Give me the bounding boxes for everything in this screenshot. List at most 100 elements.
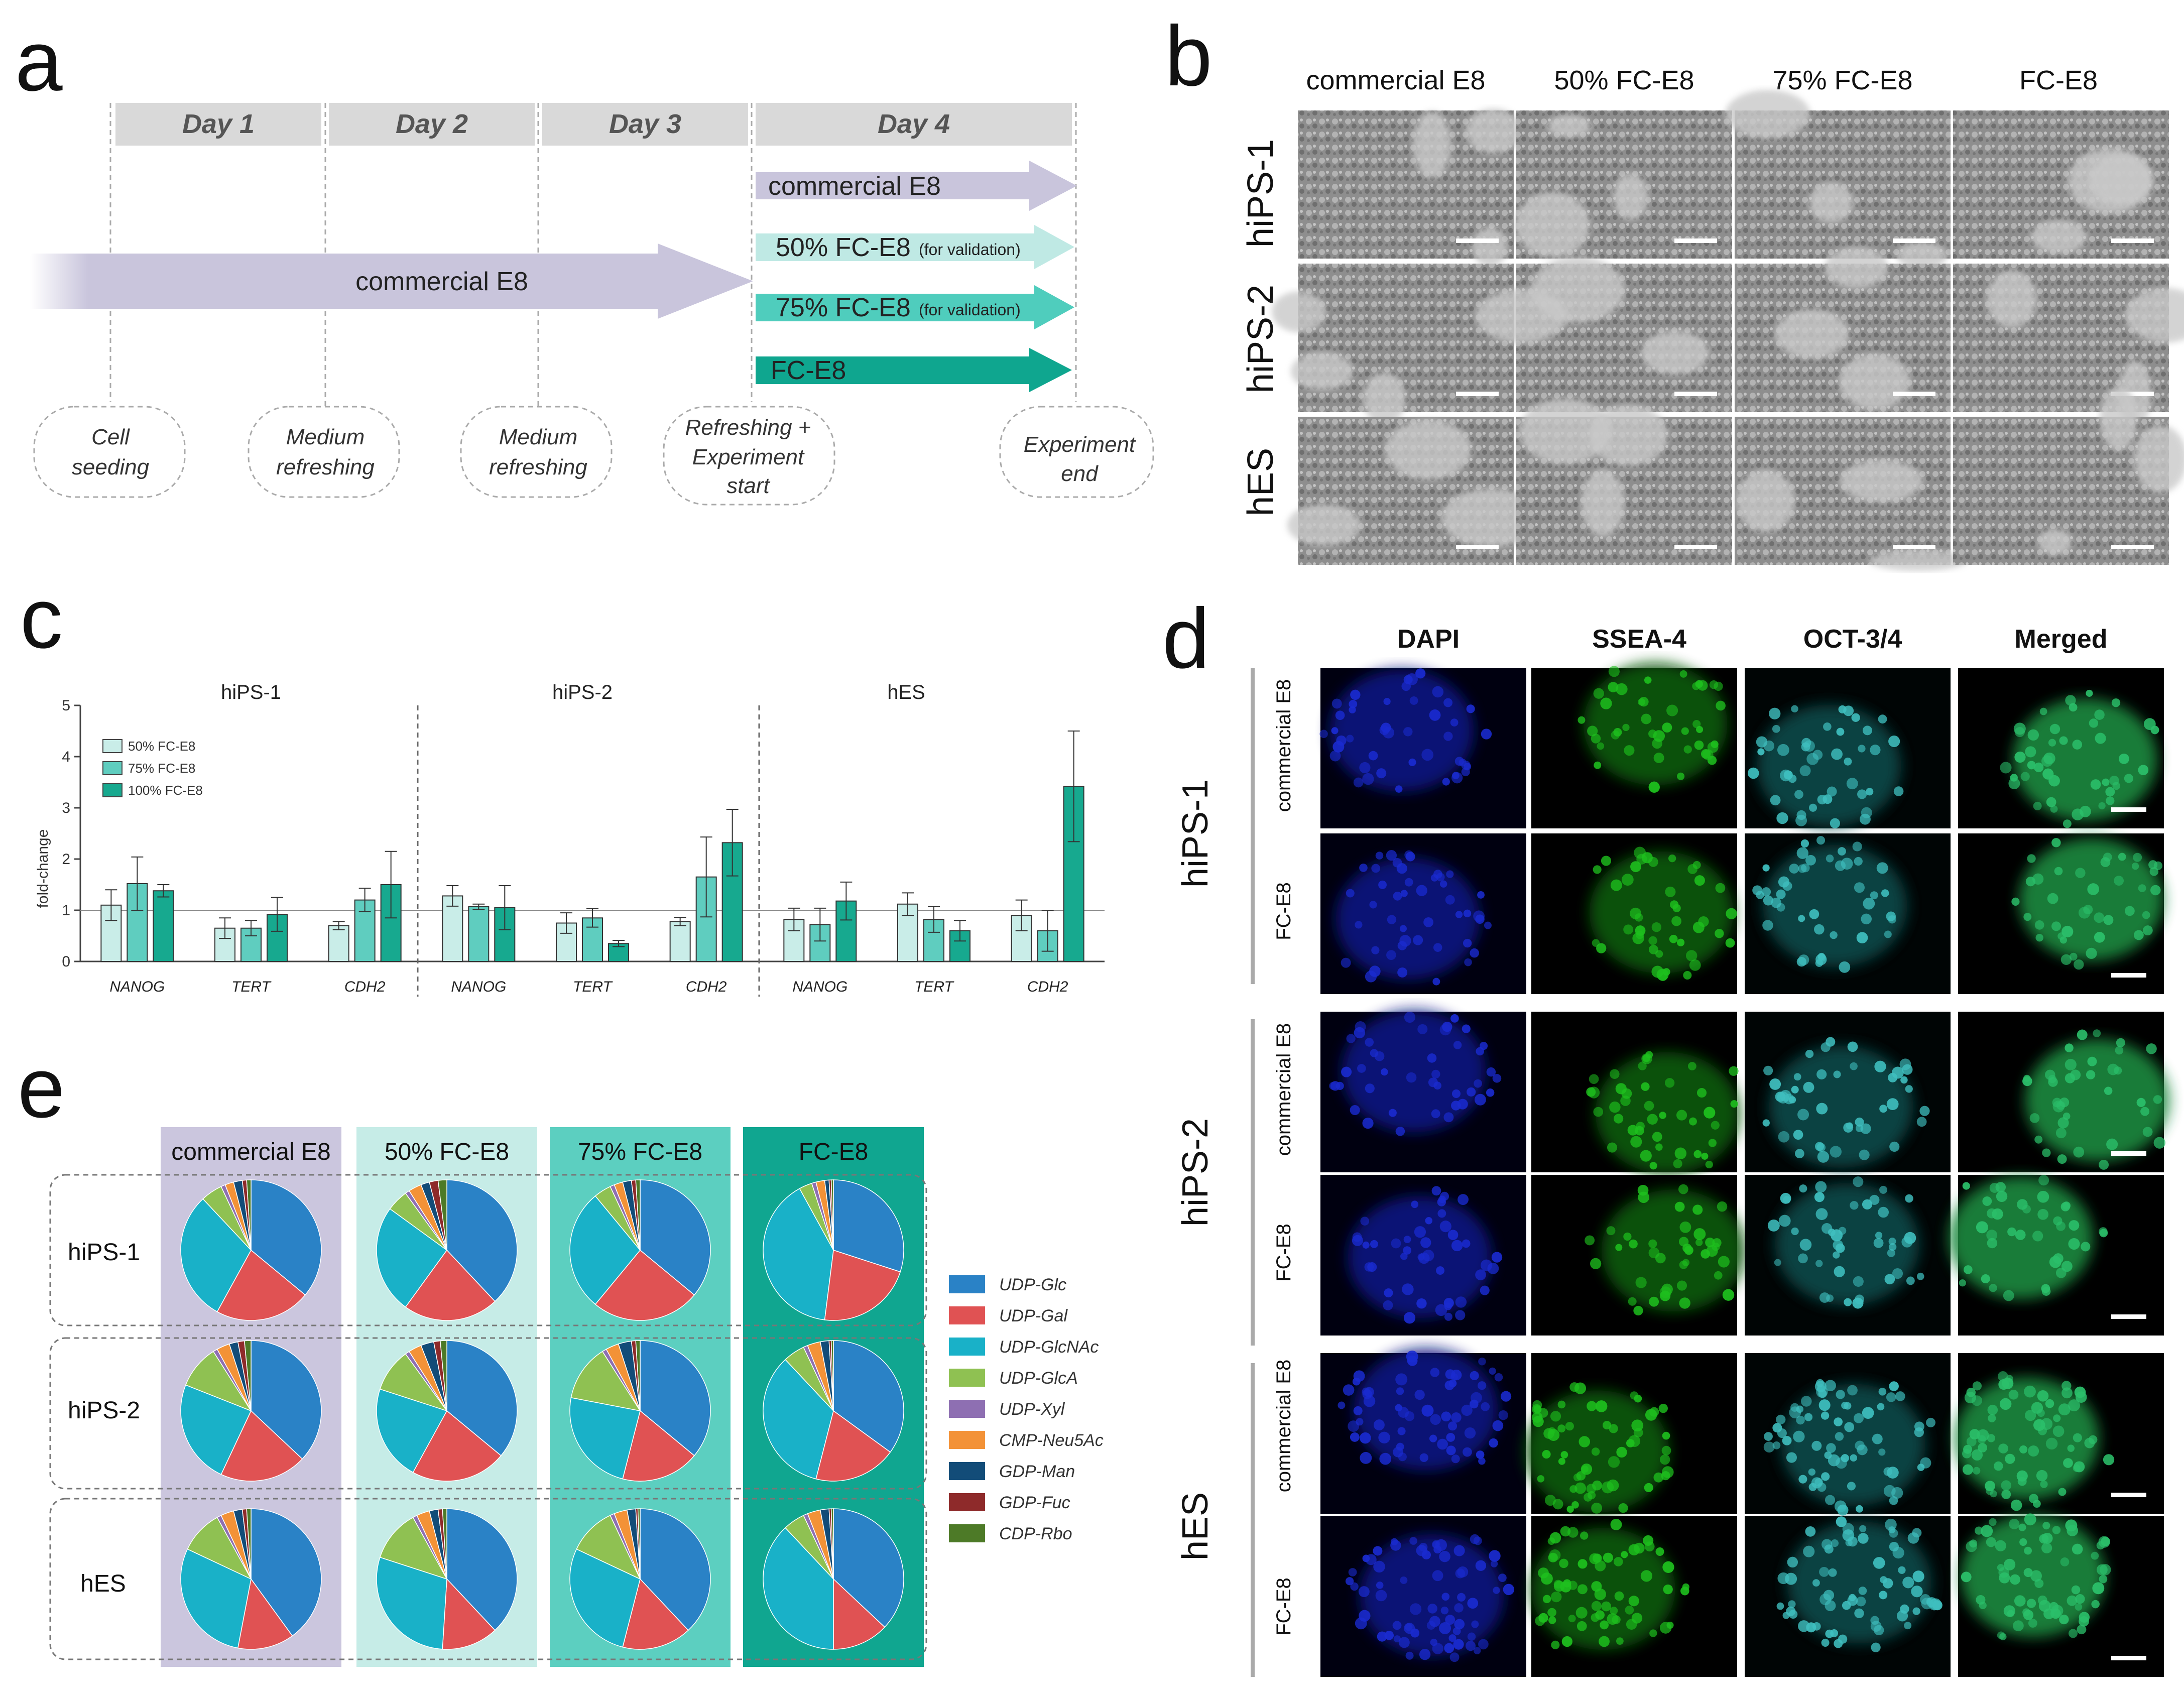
c-bar [328, 925, 349, 962]
fluorescence-image [1745, 833, 1951, 994]
brightfield-image [1272, 264, 1514, 425]
d-cond-hips1-fc: FC-E8 [1273, 882, 1295, 940]
branch-label-75: 75% FC-E8 [776, 293, 911, 322]
event-bubble-seeding [33, 406, 186, 498]
scale-bar [1456, 392, 1499, 396]
c-legend-text-100: 100% FC-E8 [128, 783, 203, 798]
event-start-l1: Refreshing + [685, 415, 811, 440]
e-pie-slice [220, 1410, 303, 1482]
fluorescence-image [1531, 833, 1737, 994]
c-error-bar [1015, 899, 1028, 931]
e-pie [376, 1179, 518, 1321]
event-bubble-end [999, 406, 1154, 498]
e-column-header: FC-E8 [799, 1139, 869, 1165]
e-legend-label: UDP-Xyl [999, 1400, 1065, 1419]
c-gene-label: TERT [231, 979, 272, 995]
fluorescence-image [1320, 1010, 1526, 1172]
b-row-header-1: hiPS-1 [1241, 139, 1281, 248]
c-bar [669, 921, 691, 962]
c-error-bar [332, 921, 345, 930]
panel-e-pies: commercial E8 50% FC-E8 75% FC-E8 FC-E8 hiP… [49, 1127, 1104, 1667]
branch-arrow-75 [756, 285, 1074, 329]
scale-bar [1674, 392, 1717, 396]
e-legend-label: GDP-Man [999, 1462, 1075, 1481]
brightfield-image [1516, 398, 1732, 565]
c-group-title-1: hiPS-1 [221, 681, 281, 703]
d-cond-hes-fc: FC-E8 [1273, 1578, 1295, 1636]
e-pie [180, 1179, 322, 1321]
e-pie-slice [763, 1359, 834, 1480]
panel-label-c: c [20, 571, 63, 666]
c-error-bar [245, 920, 257, 936]
e-pie-slice [180, 1198, 252, 1312]
d-cond-hips1-commercial: commercial E8 [1273, 679, 1295, 812]
e-pie-slice [594, 1249, 695, 1321]
d-channel-header-3: OCT-3/4 [1803, 625, 1902, 654]
event-bubble-start [663, 406, 835, 506]
e-pie-slice [824, 1250, 901, 1321]
c-y-tick-label: 3 [62, 800, 70, 816]
c-error-bar [674, 917, 686, 926]
c-gene-label: NANOG [451, 979, 506, 995]
e-pie-slice [640, 1340, 711, 1457]
e-pie-slice [763, 1188, 834, 1320]
c-legend: 50% FC-E8 75% FC-E8 100% FC-E8 [102, 739, 203, 798]
c-error-bar [788, 907, 800, 931]
fluorescence-image [1955, 1353, 2164, 1514]
d-line-header-1: hiPS-1 [1175, 779, 1216, 888]
e-row-label-3: hES [80, 1570, 126, 1597]
e-legend-label: CDP-Rbo [999, 1524, 1072, 1543]
c-error-bar [1067, 731, 1080, 842]
branch-label-commercial: commercial E8 [768, 172, 941, 201]
c-error-bar [157, 884, 170, 898]
fluorescence-image [1531, 1012, 1740, 1174]
day-header-3 [542, 103, 748, 146]
fluorescence-image [1958, 668, 2164, 828]
e-pie [763, 1340, 904, 1482]
c-legend-swatch-100 [102, 783, 123, 797]
c-error-bar [928, 906, 940, 933]
c-y-tick-label: 5 [62, 697, 70, 714]
panel-a-timeline: Day 1 Day 2 Day 3 Day 4 commercial E8 co… [30, 103, 1154, 506]
e-pie-slice [640, 1179, 711, 1296]
c-error-bar [271, 897, 283, 932]
e-pie-slice [187, 1517, 252, 1580]
branch-arrow-fc [756, 348, 1072, 392]
fluorescence-image [1531, 663, 1737, 828]
e-legend-label: CMP-Neu5Ac [999, 1431, 1104, 1450]
e-pie-slice [376, 1388, 448, 1473]
c-error-bar [586, 908, 598, 928]
e-pie-slice [251, 1508, 322, 1637]
event-bubble-refresh-1 [248, 406, 400, 498]
c-error-bar [560, 912, 572, 934]
e-legend-swatch [949, 1306, 985, 1324]
c-error-bar [358, 888, 371, 913]
c-bar [556, 922, 577, 962]
b-col-header-2: 50% FC-E8 [1554, 65, 1694, 95]
b-col-header-4: FC-E8 [2019, 65, 2098, 95]
c-error-bar [385, 851, 397, 919]
e-column-header: 75% FC-E8 [578, 1139, 702, 1165]
brightfield-image [1475, 257, 1732, 412]
d-cond-hips2-commercial: commercial E8 [1273, 1023, 1295, 1156]
d-channel-header-4: Merged [2015, 625, 2108, 654]
fluorescence-image [1320, 1348, 1526, 1514]
event-start-l2: Experiment [692, 445, 805, 469]
e-pie-slice [376, 1208, 448, 1308]
e-legend-label: UDP-GlcNAc [999, 1338, 1099, 1357]
main-arrow-label: commercial E8 [355, 267, 528, 296]
event-refresh2-l2: refreshing [489, 455, 587, 479]
c-group-title-3: hES [887, 681, 925, 703]
d-cond-hes-commercial: commercial E8 [1273, 1360, 1295, 1493]
e-pie-slice [833, 1508, 904, 1628]
fluorescence-image [1320, 1516, 1526, 1677]
day-dividers [109, 103, 1077, 407]
main-medium-arrow [30, 244, 753, 319]
e-pie-slice [569, 1548, 641, 1648]
c-bar [153, 890, 174, 962]
brightfield-image [1953, 386, 2184, 565]
e-pie-slice [569, 1195, 641, 1305]
b-col-header-1: commercial E8 [1306, 65, 1485, 95]
fluorescence-image [1320, 1175, 1526, 1336]
c-error-bar [700, 836, 712, 918]
